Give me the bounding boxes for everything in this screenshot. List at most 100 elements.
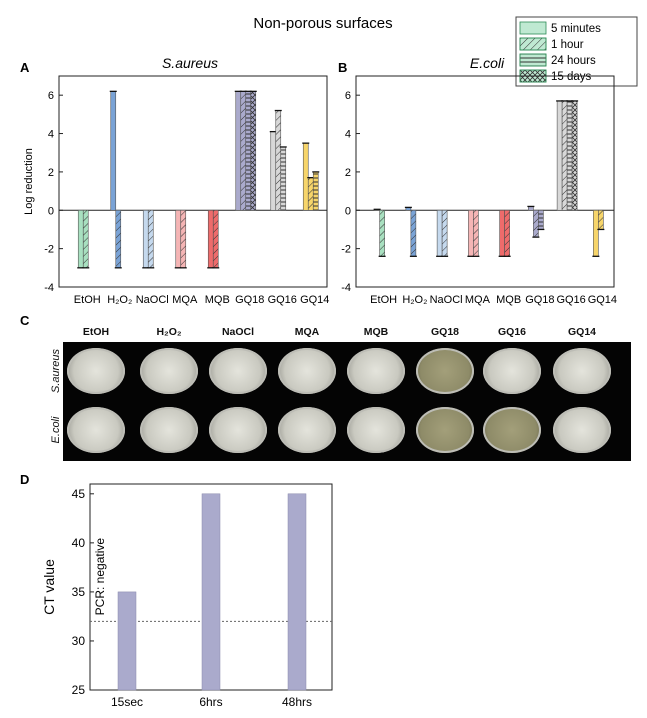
petri-dish	[67, 348, 125, 394]
x-tick-label: GQ16	[556, 294, 585, 306]
chart-e-coli: -4 -2 0 2 4 6 EtOH H₂O₂ NaOCl MQA MQB GQ18 GQ16 GQ14	[341, 75, 617, 306]
x-tick-label: 48hrs	[282, 695, 312, 709]
plate-column-header: H₂O₂	[156, 326, 182, 338]
bar-pattern	[538, 210, 544, 230]
bar-pattern	[245, 91, 251, 211]
bar-pattern	[240, 91, 246, 211]
petri-dish	[209, 407, 267, 453]
bar-pattern	[533, 210, 539, 238]
legend-label: 5 minutes	[551, 23, 601, 35]
bar-pattern	[313, 171, 319, 211]
bar-pattern	[410, 210, 416, 257]
y-tick-label: -4	[341, 282, 351, 294]
x-tick-label: GQ18	[525, 294, 554, 306]
x-tick-label: MQA	[465, 294, 491, 306]
y-tick-label: 4	[345, 129, 351, 141]
petri-dish	[483, 407, 541, 453]
legend-swatch-pattern	[519, 53, 547, 67]
bar-pattern	[473, 210, 479, 257]
y-tick-label: 40	[72, 536, 86, 550]
bar	[499, 209, 505, 257]
bar	[270, 131, 277, 211]
plate-column-header: GQ18	[430, 326, 460, 338]
bar-pattern	[115, 210, 121, 268]
bar-pattern	[83, 210, 89, 268]
bar	[593, 209, 599, 257]
petri-dish	[553, 407, 611, 453]
petri-dish	[278, 348, 336, 394]
y-tick-label: 2	[48, 167, 54, 179]
y-axis-label: Log reduction	[23, 148, 35, 215]
legend-swatch	[519, 21, 547, 35]
bar-pattern	[148, 210, 154, 268]
y-tick-label: -4	[44, 282, 54, 294]
plate-column-header: NaOCl	[221, 326, 255, 338]
y-tick-label: -2	[341, 244, 351, 256]
bar-pattern	[562, 100, 568, 211]
y-tick-label: 30	[72, 634, 86, 648]
plate-column-header: MQA	[294, 326, 320, 338]
petri-dish	[140, 407, 198, 453]
legend-label: 1 hour	[551, 39, 584, 51]
y-tick-label: -2	[44, 244, 54, 256]
petri-dish	[67, 407, 125, 453]
legend-label: 24 hours	[551, 55, 596, 67]
bar	[142, 209, 149, 269]
petri-dish	[553, 348, 611, 394]
y-tick-label: 0	[48, 205, 54, 217]
x-tick-label: EtOH	[74, 294, 101, 306]
petri-dish	[416, 348, 474, 394]
x-tick-label: MQB	[205, 294, 230, 306]
bar-pattern	[275, 110, 281, 211]
petri-dish	[347, 348, 405, 394]
bar	[302, 142, 309, 211]
bar	[110, 91, 117, 211]
y-tick-label: 2	[345, 167, 351, 179]
bar	[556, 100, 563, 211]
chart-ct-value: 25 30 35 40 45 CT value PCR: negative 15sec 6hrs…	[41, 483, 333, 709]
x-tick-label: H₂O₂	[107, 294, 132, 306]
chart-s-aureus: -4 -2 0 2 4 6 Log reduction EtOH H₂O₂ NaOCl MQA MQB…	[23, 75, 329, 306]
x-tick-label: MQB	[496, 294, 521, 306]
bar	[235, 91, 242, 211]
bar	[201, 493, 221, 691]
x-tick-label: NaOCl	[430, 294, 463, 306]
panel-a-label: A	[20, 60, 30, 75]
plot-frame	[58, 75, 328, 288]
bar-pattern	[379, 210, 385, 257]
x-tick-label: MQA	[172, 294, 198, 306]
bar	[436, 209, 443, 257]
panel-b-title: E.coli	[470, 55, 505, 71]
legend-label: 15 days	[551, 71, 592, 83]
y-tick-label: 0	[345, 205, 351, 217]
petri-dish	[209, 348, 267, 394]
bar	[117, 591, 137, 691]
figure-title: Non-porous surfaces	[253, 15, 392, 32]
threshold-annotation: PCR: negative	[93, 538, 107, 616]
x-tick-label: GQ14	[300, 294, 329, 306]
x-tick-label: GQ18	[235, 294, 264, 306]
x-tick-label: 6hrs	[199, 695, 222, 709]
panel-d-label: D	[20, 472, 29, 487]
plate-row-label: S.aureus	[50, 348, 62, 394]
y-tick-label: 6	[345, 90, 351, 102]
petri-dish	[483, 348, 541, 394]
petri-dish	[278, 407, 336, 453]
petri-dish	[416, 407, 474, 453]
plot-frame	[355, 75, 615, 288]
panel-b-label: B	[338, 60, 347, 75]
plate-column-header: MQB	[363, 326, 389, 338]
bar	[175, 209, 182, 269]
bar-pattern	[442, 210, 448, 257]
y-tick-label: 6	[48, 90, 54, 102]
legend-swatch-pattern	[519, 37, 547, 51]
bar	[287, 493, 307, 691]
petri-dish	[347, 407, 405, 453]
bar-pattern	[308, 177, 314, 211]
x-tick-label: GQ16	[268, 294, 297, 306]
x-tick-label: H₂O₂	[402, 294, 427, 306]
panel-a-title: S.aureus	[162, 55, 218, 71]
plate-column-header: GQ16	[497, 326, 527, 338]
bar-pattern	[280, 146, 286, 211]
